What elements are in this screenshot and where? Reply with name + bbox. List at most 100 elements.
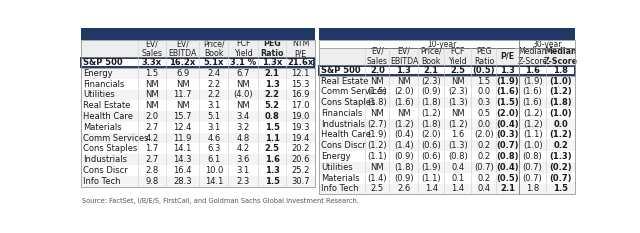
Text: Real Estate: Real Estate bbox=[321, 77, 369, 86]
Bar bbox=[319, 40, 575, 48]
Text: NM: NM bbox=[371, 109, 384, 118]
Text: Health Care: Health Care bbox=[321, 130, 371, 140]
Text: (0.7): (0.7) bbox=[523, 163, 543, 172]
Text: 6.9: 6.9 bbox=[176, 69, 189, 78]
Bar bbox=[81, 28, 315, 40]
Text: 19.4: 19.4 bbox=[291, 134, 310, 143]
Text: 5.1x: 5.1x bbox=[204, 58, 224, 67]
Text: Info Tech: Info Tech bbox=[321, 184, 358, 193]
Bar bbox=[319, 140, 575, 151]
Text: (0.4): (0.4) bbox=[497, 163, 519, 172]
Text: NM: NM bbox=[236, 101, 250, 110]
Bar bbox=[81, 58, 314, 67]
Bar bbox=[81, 100, 315, 111]
Text: (1.2): (1.2) bbox=[448, 120, 468, 129]
Text: Energy: Energy bbox=[83, 69, 113, 78]
Text: Financials: Financials bbox=[83, 80, 124, 89]
Text: (1.1): (1.1) bbox=[523, 130, 543, 140]
Text: (1.2): (1.2) bbox=[523, 109, 543, 118]
Text: 0.1: 0.1 bbox=[451, 174, 465, 183]
Text: 1.5: 1.5 bbox=[145, 69, 159, 78]
Text: NM: NM bbox=[397, 77, 411, 86]
Bar bbox=[319, 40, 575, 194]
Text: 10.0: 10.0 bbox=[205, 166, 223, 175]
Bar bbox=[81, 89, 315, 100]
Text: NM: NM bbox=[371, 77, 384, 86]
Text: Utilities: Utilities bbox=[83, 90, 115, 99]
Text: (1.4): (1.4) bbox=[367, 174, 387, 183]
Text: (1.2): (1.2) bbox=[549, 87, 572, 96]
Text: (0.6): (0.6) bbox=[421, 141, 441, 150]
Text: EV/
Sales: EV/ Sales bbox=[141, 39, 163, 58]
Text: 2.0: 2.0 bbox=[145, 112, 159, 121]
Text: Cons Discr: Cons Discr bbox=[321, 141, 366, 150]
Text: (0.8): (0.8) bbox=[523, 152, 543, 161]
Text: 4.8: 4.8 bbox=[237, 134, 250, 143]
Text: (1.1): (1.1) bbox=[422, 174, 441, 183]
Text: 30-year: 30-year bbox=[532, 40, 562, 49]
Text: (0.5): (0.5) bbox=[497, 174, 519, 183]
Text: (0.7): (0.7) bbox=[474, 163, 494, 172]
Text: 0.0: 0.0 bbox=[477, 87, 490, 96]
Text: NM: NM bbox=[176, 101, 189, 110]
Text: (1.8): (1.8) bbox=[549, 98, 572, 107]
Text: 3.1: 3.1 bbox=[207, 123, 220, 132]
Text: 0.8: 0.8 bbox=[265, 112, 280, 121]
Text: (1.1): (1.1) bbox=[367, 152, 387, 161]
Text: 3.4: 3.4 bbox=[237, 112, 250, 121]
Text: 0.2: 0.2 bbox=[477, 152, 490, 161]
Text: Real Estate: Real Estate bbox=[83, 101, 131, 110]
Text: 4.2: 4.2 bbox=[145, 134, 159, 143]
Text: 6.1: 6.1 bbox=[207, 155, 220, 164]
Text: 3.1 %: 3.1 % bbox=[230, 58, 257, 67]
Text: (1.0): (1.0) bbox=[523, 141, 543, 150]
Bar bbox=[81, 40, 315, 57]
Text: Financials: Financials bbox=[321, 109, 362, 118]
Text: 2.2: 2.2 bbox=[265, 90, 280, 99]
Bar bbox=[319, 97, 575, 108]
Text: 2.0: 2.0 bbox=[370, 66, 385, 75]
Text: (1.2): (1.2) bbox=[394, 120, 413, 129]
Bar bbox=[319, 173, 575, 184]
Text: 2.3: 2.3 bbox=[237, 177, 250, 186]
Text: 2.1: 2.1 bbox=[265, 69, 280, 78]
Text: NM: NM bbox=[176, 80, 189, 89]
Text: Health Care: Health Care bbox=[83, 112, 133, 121]
Text: 3.3x: 3.3x bbox=[142, 58, 162, 67]
Text: 1.5: 1.5 bbox=[265, 123, 280, 132]
Text: 2.1: 2.1 bbox=[424, 66, 439, 75]
Bar bbox=[81, 79, 315, 89]
Text: 2.5: 2.5 bbox=[451, 66, 465, 75]
Text: 5.2: 5.2 bbox=[265, 101, 280, 110]
Text: FCF
Yield: FCF Yield bbox=[234, 39, 253, 58]
Text: (0.9): (0.9) bbox=[422, 87, 441, 96]
Bar bbox=[547, 48, 575, 194]
Text: 0.2: 0.2 bbox=[554, 141, 568, 150]
Text: 0.0: 0.0 bbox=[477, 120, 490, 129]
Text: Industrials: Industrials bbox=[83, 155, 127, 164]
Text: 16.4: 16.4 bbox=[173, 166, 192, 175]
Text: 1.3x: 1.3x bbox=[262, 58, 282, 67]
Text: 12.4: 12.4 bbox=[173, 123, 192, 132]
Text: 1.6: 1.6 bbox=[265, 155, 280, 164]
Text: Cons Staples: Cons Staples bbox=[83, 144, 138, 153]
Text: (2.0): (2.0) bbox=[497, 109, 519, 118]
Text: 1.6: 1.6 bbox=[451, 130, 465, 140]
Bar bbox=[497, 48, 519, 194]
Text: 1.1: 1.1 bbox=[265, 134, 280, 143]
Text: EV/
EBITDA: EV/ EBITDA bbox=[390, 47, 418, 66]
Bar bbox=[319, 48, 575, 65]
Text: 11.7: 11.7 bbox=[173, 90, 192, 99]
Text: (2.0): (2.0) bbox=[394, 87, 413, 96]
Text: Median
Z-Score: Median Z-Score bbox=[544, 47, 578, 66]
Bar bbox=[319, 162, 575, 173]
Text: 15.7: 15.7 bbox=[173, 112, 192, 121]
Text: 19.0: 19.0 bbox=[291, 112, 310, 121]
Text: 1.5: 1.5 bbox=[553, 184, 568, 193]
Text: (0.4): (0.4) bbox=[497, 120, 519, 129]
Bar bbox=[319, 119, 575, 130]
Text: 0.3: 0.3 bbox=[477, 98, 491, 107]
Text: (1.3): (1.3) bbox=[448, 141, 468, 150]
Text: 0.4: 0.4 bbox=[477, 184, 490, 193]
Text: 12.1: 12.1 bbox=[291, 69, 310, 78]
